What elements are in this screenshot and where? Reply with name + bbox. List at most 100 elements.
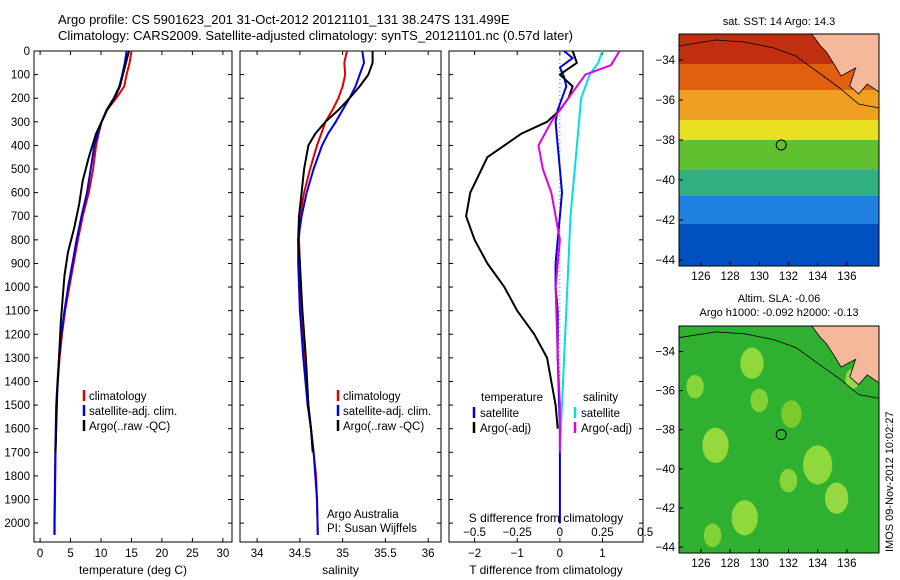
- y-tick-label: −34: [655, 55, 675, 67]
- legend-title: salinity: [583, 392, 618, 404]
- x-tick-label: −1: [511, 548, 524, 560]
- series-line: [297, 51, 374, 453]
- sst-band: [679, 140, 879, 171]
- x-axis-label: T difference from climatology: [469, 563, 623, 577]
- s-difference-label: S difference from climatology: [469, 511, 624, 525]
- x-tick-label: 132: [779, 558, 798, 570]
- y-tick-label: −40: [655, 175, 675, 187]
- x-tick-label: 30: [216, 548, 229, 560]
- y-tick-label: 1200: [4, 329, 30, 341]
- series-line: [54, 50, 130, 453]
- sla-blob: [781, 400, 802, 428]
- y-tick-label: −40: [655, 464, 675, 476]
- s-tick-label: 0.25: [591, 527, 613, 539]
- legend-entry: climatology: [89, 391, 147, 403]
- y-tick-label: 1100: [5, 306, 30, 318]
- salinity-panel: 34 34.5 35 35.5 36 salinity climatology satelli…: [239, 50, 442, 577]
- legend-entry: Argo(-adj): [480, 423, 531, 435]
- x-tick-label: 0: [557, 548, 563, 560]
- legend-entry: satellite-adj. clim.: [89, 406, 177, 418]
- legend-entry: satellite: [480, 408, 519, 420]
- x-tick-label: −2: [468, 548, 481, 560]
- y-tick-label: 400: [11, 140, 30, 152]
- sst-band: [679, 196, 879, 225]
- x-axis-label: temperature (deg C): [79, 563, 187, 577]
- map-field: [679, 34, 879, 266]
- y-tick-label: −36: [655, 386, 675, 398]
- sla-blob: [803, 445, 833, 485]
- y-tick-label: 200: [11, 93, 30, 105]
- x-tick-label: 35: [336, 548, 349, 560]
- x-tick-label: 136: [837, 271, 856, 283]
- sla-blob: [824, 482, 849, 514]
- x-tick-label: 132: [779, 271, 798, 283]
- profile-location-marker: [775, 139, 787, 151]
- x-tick-label: 35.5: [374, 548, 396, 560]
- sla-blob: [740, 347, 764, 379]
- plot-frame: [448, 50, 644, 543]
- temperature-panel: 0100200300400500600700800900100011001200…: [4, 46, 233, 577]
- y-tick-label: 1800: [4, 471, 30, 483]
- land: [811, 326, 879, 386]
- land: [811, 34, 879, 95]
- sst-band: [679, 120, 879, 141]
- legend-entry: satellite: [581, 408, 620, 420]
- s-tick-label: −0.5: [463, 527, 486, 539]
- legend-entry: satellite-adj. clim.: [343, 406, 431, 418]
- legend-entry: Argo(-adj): [581, 423, 632, 435]
- x-tick-label: 20: [156, 548, 169, 560]
- plot-frame: [239, 50, 442, 543]
- series-line: [554, 50, 574, 524]
- y-tick-label: −36: [655, 95, 675, 107]
- x-tick-label: 15: [125, 548, 138, 560]
- difference-panel: −2 −1 0 1 T difference from climatology S dif…: [448, 50, 653, 577]
- map-title: sat. SST: 14 Argo: 14.3: [723, 16, 836, 28]
- sla-blob: [731, 500, 758, 536]
- y-tick-label: 500: [11, 164, 30, 176]
- y-tick-label: 700: [11, 211, 30, 223]
- y-tick-label: −38: [655, 425, 675, 437]
- y-tick-label: 300: [11, 117, 30, 129]
- sst-band: [679, 90, 879, 121]
- x-tick-label: 10: [95, 548, 108, 560]
- y-tick-label: −38: [655, 135, 675, 147]
- series-line: [465, 50, 578, 429]
- map-title: Argo h1000: -0.092 h2000: -0.13: [699, 307, 858, 319]
- map-title: Altim. SLA: -0.06: [738, 293, 821, 305]
- y-tick-label: 0: [24, 46, 30, 58]
- y-tick-label: 1900: [4, 495, 30, 507]
- x-tick-label: 128: [721, 558, 740, 570]
- y-tick-label: 1500: [4, 400, 30, 412]
- annotation-line: PI: Susan Wijffels: [327, 523, 417, 535]
- x-tick-label: 1: [599, 548, 605, 560]
- series-line: [537, 50, 621, 453]
- sst-band: [679, 170, 879, 197]
- y-tick-label: 800: [11, 235, 30, 247]
- sla-blob: [750, 388, 769, 413]
- imos-timestamp: IMOS 09-Nov-2012 10:02:27: [884, 411, 896, 552]
- sla-blob: [702, 427, 729, 463]
- y-tick-label: −42: [655, 215, 675, 227]
- sst-band: [679, 224, 879, 266]
- y-tick-label: −42: [655, 503, 675, 515]
- s-tick-label: 0.5: [637, 527, 653, 539]
- x-tick-label: 130: [750, 558, 769, 570]
- y-tick-label: 1000: [4, 282, 30, 294]
- bathymetry-contour: [679, 39, 879, 109]
- legend-title: temperature: [481, 392, 543, 404]
- legend-entry: Argo(..raw -QC): [343, 421, 424, 433]
- sla-blob: [703, 523, 722, 548]
- bathymetry-contour: [679, 331, 879, 399]
- x-tick-label: 126: [691, 558, 710, 570]
- x-tick-label: 128: [721, 271, 740, 283]
- x-tick-label: 36: [422, 548, 435, 560]
- legend-entry: climatology: [343, 391, 401, 403]
- x-tick-label: 134: [808, 558, 828, 570]
- title-line-1: Argo profile: CS 5901623_201 31-Oct-2012…: [58, 12, 510, 27]
- x-tick-label: 130: [750, 271, 769, 283]
- y-tick-label: 2000: [4, 518, 30, 530]
- y-tick-label: 1400: [4, 376, 30, 388]
- annotation-line: Argo Australia: [327, 509, 399, 521]
- y-tick-label: 1300: [4, 353, 30, 365]
